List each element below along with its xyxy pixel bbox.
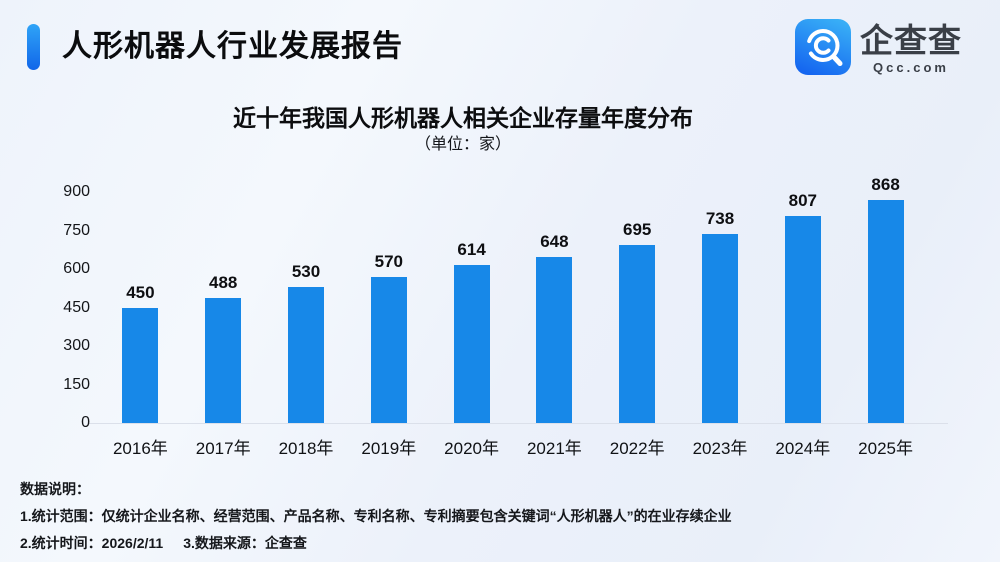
bar-2023年: [702, 233, 738, 423]
x-axis-label-2018年: 2018年: [278, 439, 334, 458]
bar-value-2018年: 530: [291, 261, 321, 281]
header: 人形机器人行业发展报告: [27, 24, 403, 70]
bar-2017年: [205, 297, 242, 423]
brand-domain: Qcc.com: [873, 60, 949, 76]
x-axis-label-2019年: 2019年: [361, 439, 417, 458]
bar-value-2023年: 738: [705, 208, 735, 228]
bar-value-2025年: 868: [871, 175, 900, 195]
chart-title: 近十年我国人形机器人相关企业存量年度分布: [233, 105, 693, 131]
x-axis-line: [88, 423, 948, 424]
bar-2019年: [370, 276, 407, 423]
qcc-wordmark: 企查查 Qcc.com: [860, 19, 962, 75]
footer-note-scope: 1.统计范围：仅统计企业名称、经营范围、产品名称、专利名称、专利摘要包含关键词“…: [20, 508, 732, 524]
report-title: 人形机器人行业发展报告: [62, 30, 403, 63]
bar-value-2021年: 648: [540, 231, 569, 251]
x-axis-label-2016年: 2016年: [112, 439, 168, 458]
y-axis-tick-300: 300: [63, 337, 90, 354]
footer-heading: 数据说明：: [20, 481, 90, 497]
x-axis-label-2025年: 2025年: [858, 439, 913, 458]
y-axis-tick-450: 450: [63, 298, 90, 316]
bar-value-2020年: 614: [457, 240, 486, 260]
y-axis-tick-900: 900: [63, 183, 90, 200]
brand-name: 企查查: [860, 22, 962, 59]
bar-value-2017年: 488: [209, 272, 238, 292]
qcc-brand-logo: 企查查 Qcc.com: [795, 19, 962, 75]
bar-value-2024年: 807: [788, 190, 817, 210]
bar-value-2016年: 450: [126, 282, 155, 302]
x-axis-label-2022年: 2022年: [609, 439, 665, 458]
bar-value-2019年: 570: [374, 251, 403, 271]
bar-value-2022年: 695: [623, 219, 652, 239]
bar-2018年: [288, 286, 324, 423]
x-axis-label-2024年: 2024年: [775, 439, 831, 458]
x-axis-label-2017年: 2017年: [195, 439, 251, 458]
footer-note-source: 3.数据来源：企查查: [183, 535, 307, 551]
x-axis-label-2020年: 2020年: [444, 439, 499, 458]
y-axis-tick-600: 600: [63, 260, 90, 277]
footer-note-meta: 2.统计时间：2026/2/11 3.数据来源：企查查: [20, 530, 732, 557]
bar-2021年: [536, 256, 573, 423]
footer-note-time: 2.统计时间：2026/2/11: [20, 535, 164, 551]
x-axis-label-2021年: 2021年: [526, 439, 582, 458]
qcc-logo-icon: [795, 19, 851, 75]
title-accent-bar: [27, 24, 40, 70]
y-axis-tick-0: 0: [81, 414, 90, 431]
footer-notes: 数据说明： 1.统计范围：仅统计企业名称、经营范围、产品名称、专利名称、专利摘要…: [20, 476, 732, 557]
chart-unit-subtitle: （单位：家）: [414, 136, 511, 153]
x-axis-label-2023年: 2023年: [692, 439, 748, 458]
y-axis-tick-150: 150: [63, 375, 90, 393]
bar-2022年: [619, 244, 656, 423]
bar-2025年: [867, 200, 904, 423]
bar-2024年: [784, 215, 821, 423]
bar-2020年: [453, 265, 490, 423]
y-axis-tick-750: 750: [63, 221, 90, 239]
bar-2016年: [122, 307, 159, 423]
